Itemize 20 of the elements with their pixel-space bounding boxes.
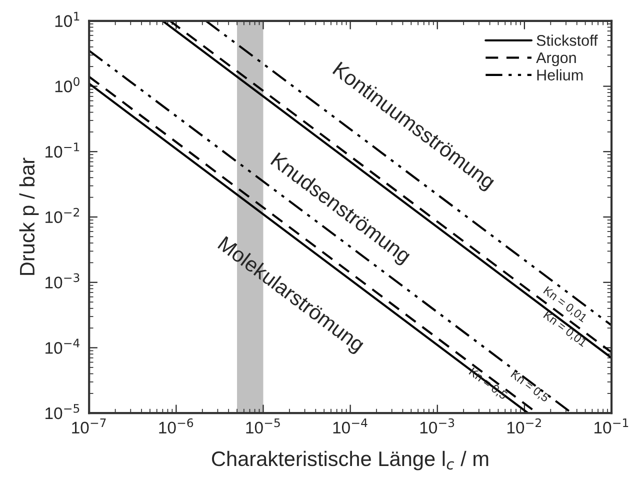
- x-tick-label: 10$^{−2}$: [507, 418, 541, 434]
- x-tick-label: 10$^{−1}$: [594, 418, 628, 434]
- x-tick-label: 10$^{−5}$: [246, 418, 280, 434]
- legend-label: Argon: [536, 52, 576, 66]
- x-tick-label: 10$^{−4}$: [333, 418, 368, 434]
- x-tick-label: 10$^{−3}$: [420, 418, 454, 434]
- annotation: Kn = 0,5: [510, 370, 550, 404]
- y-axis-title: Druck p / bar: [19, 158, 39, 275]
- legend-label: Helium: [537, 69, 583, 80]
- x-tick-label: 10$^{−6}$: [159, 418, 194, 434]
- y-tick-label: 10$^{−5}$: [46, 404, 80, 420]
- y-tick-label: 10$^{−4}$: [46, 338, 80, 354]
- y-tick-label: 10$^{−1}$: [46, 142, 80, 158]
- y-tick-label: 10$^{1}$: [55, 12, 80, 27]
- y-tick-label: 10$^{−2}$: [46, 208, 79, 224]
- y-tick-label: 10$^{−3}$: [46, 273, 80, 288]
- y-tick-label: 10$^{0}$: [55, 77, 80, 92]
- x-axis-title: Charakteristische Länge l$_{c}$ / m: [212, 450, 488, 470]
- legend-label: Stickstoff: [536, 34, 598, 46]
- x-tick-label: 10$^{−7}$: [72, 418, 106, 434]
